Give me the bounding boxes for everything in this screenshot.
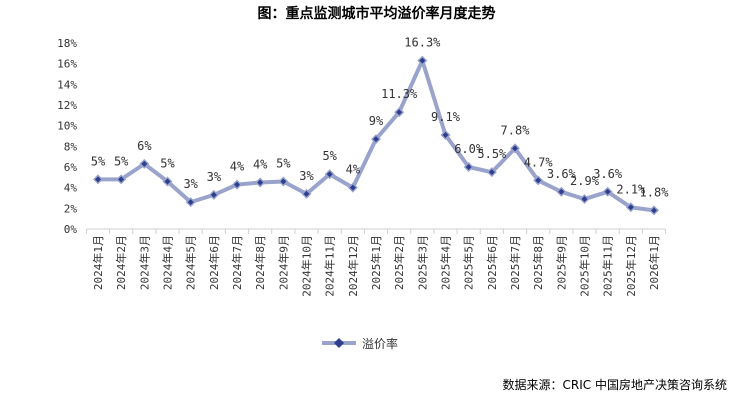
data-label: 3.6% [547,167,577,181]
data-label: 1.8% [640,185,670,199]
x-tick-label: 2024年9月 [276,235,290,290]
data-label: 4% [253,158,268,172]
x-tick-label: 2025年2月 [392,235,406,290]
x-tick-label: 2024年6月 [207,235,221,290]
x-tick-label: 2025年5月 [462,235,476,290]
y-tick-label: 10% [57,120,77,133]
data-point [604,188,611,195]
x-tick-label: 2026年1月 [647,235,661,290]
data-point [141,160,148,167]
x-tick-label: 2024年12月 [346,235,360,297]
data-label: 5% [160,156,175,170]
y-tick-label: 14% [57,78,77,91]
x-tick-label: 2025年7月 [508,235,522,290]
data-point [164,178,171,185]
x-tick-label: 2025年11月 [601,235,615,297]
data-label: 6% [137,139,152,153]
data-label: 4% [346,163,361,177]
data-label: 9% [369,114,384,128]
data-point [187,199,194,206]
data-point [627,204,634,211]
data-point [257,179,264,186]
data-point [465,164,472,170]
data-point [280,178,287,185]
legend-label: 溢价率 [362,336,398,351]
x-tick-label: 2025年12月 [624,235,638,297]
data-label: 3.6% [593,167,623,181]
data-point [349,184,356,191]
data-label: 7.8% [501,123,531,137]
data-point [95,176,101,183]
x-tick-label: 2025年1月 [369,235,383,290]
data-label: 5% [91,154,106,168]
data-label: 5.5% [477,147,507,161]
data-label: 3% [207,170,222,184]
x-tick-label: 2025年6月 [485,235,499,290]
x-tick-label: 2025年8月 [531,235,545,290]
x-tick-label: 2024年3月 [137,235,151,290]
data-point [651,207,657,214]
x-tick-label: 2025年3月 [415,235,429,290]
data-point [373,136,379,143]
x-tick-label: 2024年8月 [253,235,267,290]
legend-marker [334,338,344,348]
data-point [118,176,125,183]
data-point [326,171,333,178]
data-point [535,177,542,184]
y-tick-label: 12% [57,99,77,112]
data-point [558,188,565,195]
data-point [396,109,403,116]
data-point [234,181,240,188]
data-point [512,145,518,152]
data-point [488,169,495,176]
data-point [419,57,426,64]
source-note: 数据来源：CRIC 中国房地产决策咨询系统 [502,378,727,392]
y-tick-label: 4% [64,182,78,195]
data-label: 6.0% [454,142,484,156]
data-label: 2.1% [616,182,646,196]
data-point [442,131,449,138]
x-tick-label: 2024年11月 [323,235,337,297]
data-label: 5% [114,154,129,168]
data-label: 5% [322,149,337,163]
x-tick-label: 2024年1月 [91,235,105,290]
x-tick-label: 2024年2月 [114,235,128,290]
data-label: 16.3% [404,36,441,50]
y-tick-label: 0% [64,223,78,236]
data-label: 3% [299,169,314,183]
chart-title: 图：重点监测城市平均溢价率月度走势 [257,6,496,22]
x-tick-label: 2024年5月 [184,235,198,290]
data-label: 9.1% [431,110,461,124]
x-tick-label: 2025年4月 [439,235,453,290]
x-tick-label: 2024年4月 [161,235,175,290]
data-point [581,196,588,203]
data-label: 3% [183,177,198,191]
x-tick-label: 2025年10月 [578,235,592,297]
x-tick-label: 2025年9月 [554,235,568,290]
data-point [210,191,217,198]
x-tick-label: 2024年7月 [230,235,244,290]
y-tick-label: 2% [64,202,78,215]
data-label: 4.7% [524,155,554,169]
y-tick-label: 6% [64,161,78,174]
data-label: 5% [276,156,291,170]
x-tick-label: 2024年10月 [300,235,314,297]
data-label: 4% [230,160,245,174]
data-label: 2.9% [570,174,600,188]
y-tick-label: 16% [57,58,77,71]
y-tick-label: 8% [64,140,78,153]
data-label: 11.3% [381,87,418,101]
y-tick-label: 18% [57,37,77,50]
data-point [303,190,310,197]
